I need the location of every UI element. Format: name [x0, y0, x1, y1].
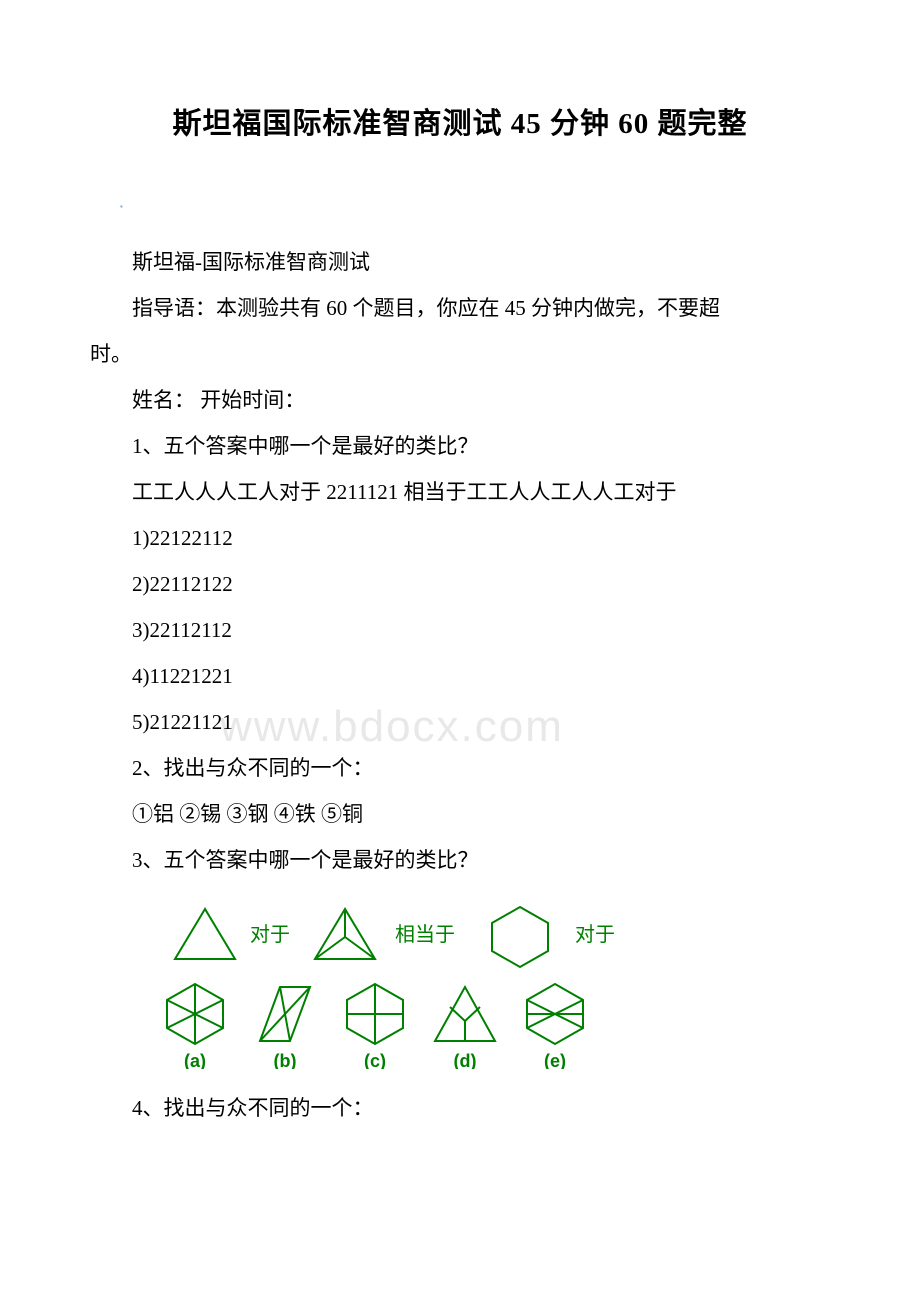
page-title: 斯坦福国际标准智商测试 45 分钟 60 题完整	[90, 100, 830, 142]
q3-diagram-svg: 对于 相当于 对于	[150, 899, 710, 1069]
label-xiangdangyu: 相当于	[395, 923, 455, 946]
answer-a-icon	[167, 984, 223, 1044]
q1-opt5: 5)21221121	[90, 701, 830, 743]
answer-b-label: (b)	[274, 1051, 297, 1069]
q2-prompt: 2、找出与众不同的一个：	[90, 747, 830, 789]
q1-opt4: 4)11221221	[90, 655, 830, 697]
small-mark: ▪	[120, 202, 830, 211]
answer-e-icon	[527, 984, 583, 1044]
q1-opt3: 3)22112112	[90, 609, 830, 651]
answer-e-label: (e)	[544, 1051, 566, 1069]
answer-d-icon	[435, 987, 495, 1041]
answer-d-label: (d)	[454, 1051, 477, 1069]
document-content: 斯坦福国际标准智商测试 45 分钟 60 题完整 ▪ 斯坦福-国际标准智商测试 …	[90, 100, 830, 1129]
q2-opts: ①铝 ②锡 ③钢 ④铁 ⑤铜	[90, 793, 830, 835]
intro-line1: 斯坦福-国际标准智商测试	[90, 241, 830, 283]
q1-prompt: 1、五个答案中哪一个是最好的类比？	[90, 425, 830, 467]
q1-opt1: 1)22122112	[90, 517, 830, 559]
intro-line2a: 指导语：本测验共有 60 个题目，你应在 45 分钟内做完，不要超	[90, 287, 830, 329]
triangle-plain-icon	[175, 909, 235, 959]
label-duiyu-2: 对于	[575, 923, 615, 946]
answer-b-icon	[260, 987, 310, 1041]
answer-a-label: (a)	[184, 1051, 206, 1069]
hexagon-plain-icon	[492, 907, 548, 967]
q1-opt2: 2)22112122	[90, 563, 830, 605]
intro-line2b: 时。	[90, 333, 830, 375]
q3-figure: 对于 相当于 对于	[150, 899, 830, 1069]
answer-c-label: (c)	[364, 1051, 386, 1069]
label-duiyu-1: 对于	[250, 923, 290, 946]
q1-stem: 工工人人人工人对于 2211121 相当于工工人人工人人工对于	[90, 471, 830, 513]
intro-line3: 姓名： 开始时间：	[90, 379, 830, 421]
answer-c-icon	[347, 984, 403, 1044]
q3-prompt: 3、五个答案中哪一个是最好的类比？	[90, 839, 830, 881]
triangle-inner-y-icon	[315, 909, 375, 959]
q4-prompt: 4、找出与众不同的一个：	[90, 1087, 830, 1129]
